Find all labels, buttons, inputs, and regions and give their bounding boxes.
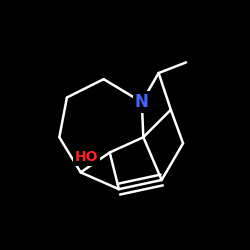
Text: N: N — [135, 93, 149, 111]
Text: HO: HO — [75, 150, 98, 164]
